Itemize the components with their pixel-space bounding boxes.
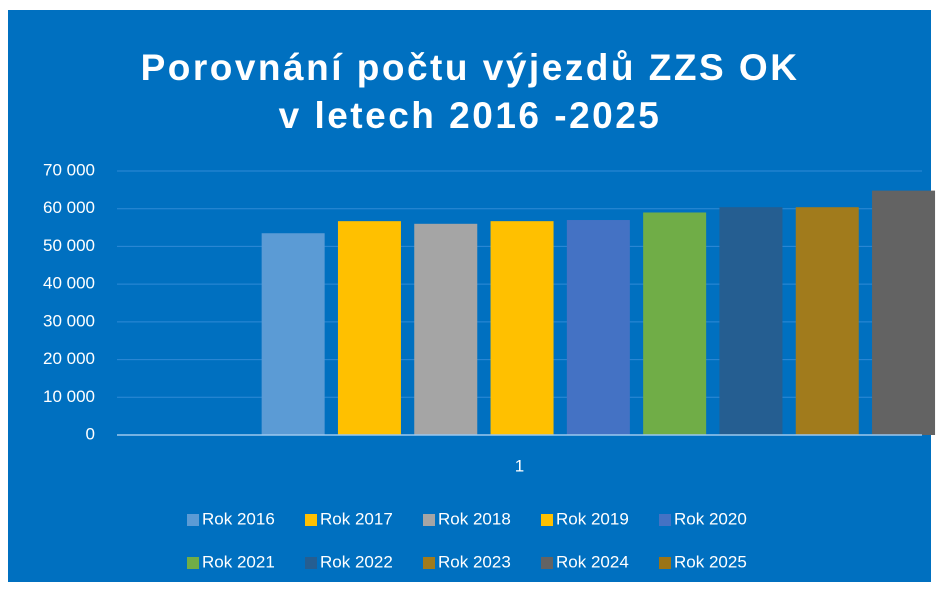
legend-label: Rok 2021 bbox=[202, 552, 275, 571]
bar bbox=[414, 223, 478, 435]
y-tick-label: 30 000 bbox=[43, 311, 95, 330]
legend-marker bbox=[541, 557, 553, 569]
legend-marker bbox=[187, 514, 199, 526]
y-tick-label: 0 bbox=[86, 424, 95, 443]
y-tick-label: 60 000 bbox=[43, 198, 95, 217]
legend-marker bbox=[305, 514, 317, 526]
legend-label: Rok 2019 bbox=[556, 509, 629, 528]
chart-title: Porovnání počtu výjezdů ZZS OK bbox=[141, 47, 800, 88]
legend-marker bbox=[541, 514, 553, 526]
y-tick-label: 50 000 bbox=[43, 236, 95, 255]
legend-marker bbox=[659, 514, 671, 526]
y-tick-label: 10 000 bbox=[43, 387, 95, 406]
legend-label: Rok 2023 bbox=[438, 552, 511, 571]
y-tick-label: 40 000 bbox=[43, 274, 95, 293]
y-tick-label: 20 000 bbox=[43, 349, 95, 368]
legend-marker bbox=[659, 557, 671, 569]
legend-marker bbox=[423, 514, 435, 526]
bar bbox=[337, 221, 401, 435]
legend-label: Rok 2020 bbox=[674, 509, 747, 528]
chart-title: v letech 2016 -2025 bbox=[279, 95, 662, 136]
y-tick-label: 70 000 bbox=[43, 160, 95, 179]
legend-label: Rok 2022 bbox=[320, 552, 393, 571]
bar bbox=[719, 207, 783, 435]
legend-label: Rok 2016 bbox=[202, 509, 275, 528]
bar bbox=[490, 221, 554, 435]
bar bbox=[566, 220, 630, 435]
bar bbox=[643, 212, 707, 435]
legend-label: Rok 2024 bbox=[556, 552, 629, 571]
legend-marker bbox=[423, 557, 435, 569]
legend-marker bbox=[187, 557, 199, 569]
bar bbox=[795, 207, 859, 435]
legend-label: Rok 2017 bbox=[320, 509, 393, 528]
legend-label: Rok 2025 bbox=[674, 552, 747, 571]
bar bbox=[872, 190, 936, 435]
x-tick-label: 1 bbox=[515, 456, 524, 475]
legend-marker bbox=[305, 557, 317, 569]
bar bbox=[261, 233, 325, 435]
legend-label: Rok 2018 bbox=[438, 509, 511, 528]
